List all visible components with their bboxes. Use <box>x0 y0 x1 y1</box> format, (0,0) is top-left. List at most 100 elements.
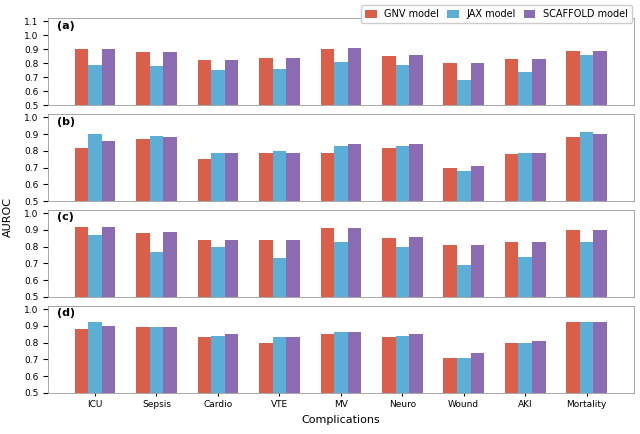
Bar <box>286 240 300 381</box>
Bar <box>518 257 532 381</box>
Bar <box>286 338 300 434</box>
Bar <box>409 334 422 434</box>
Bar <box>259 153 273 285</box>
Bar <box>518 72 532 176</box>
Bar <box>136 327 150 434</box>
Bar <box>396 336 409 434</box>
Bar <box>348 332 361 434</box>
Bar <box>150 252 163 381</box>
Bar <box>259 342 273 434</box>
Bar <box>348 48 361 176</box>
Bar <box>163 52 177 176</box>
Bar <box>457 358 470 434</box>
Bar <box>518 342 532 434</box>
Bar <box>580 132 593 285</box>
Bar <box>150 136 163 285</box>
Bar <box>286 153 300 285</box>
Bar <box>532 341 545 434</box>
Bar <box>580 242 593 381</box>
Bar <box>457 80 470 176</box>
Bar <box>457 265 470 381</box>
Bar <box>225 60 238 176</box>
Bar <box>211 153 225 285</box>
Bar <box>444 245 457 381</box>
Bar <box>505 59 518 176</box>
Text: (d): (d) <box>57 308 75 318</box>
Bar <box>566 138 580 285</box>
Bar <box>348 228 361 381</box>
Bar <box>211 70 225 176</box>
Bar <box>334 332 348 434</box>
Bar <box>225 240 238 381</box>
Bar <box>88 235 102 381</box>
Bar <box>382 56 396 176</box>
Bar <box>259 240 273 381</box>
Bar <box>198 159 211 285</box>
Bar <box>225 153 238 285</box>
Bar <box>163 138 177 285</box>
Bar <box>382 148 396 285</box>
Bar <box>286 58 300 176</box>
Bar <box>150 66 163 176</box>
Bar <box>102 141 115 285</box>
Bar <box>348 144 361 285</box>
Bar <box>163 232 177 381</box>
Bar <box>321 49 334 176</box>
Legend: GNV model, JAX model, SCAFFOLD model: GNV model, JAX model, SCAFFOLD model <box>361 5 632 23</box>
Bar <box>259 58 273 176</box>
Bar <box>409 237 422 381</box>
Bar <box>566 50 580 176</box>
Bar <box>334 146 348 285</box>
Bar <box>136 233 150 381</box>
Text: (b): (b) <box>57 117 75 127</box>
Bar <box>273 69 286 176</box>
Bar <box>334 62 348 176</box>
Bar <box>382 238 396 381</box>
Bar <box>102 227 115 381</box>
Bar <box>198 338 211 434</box>
Bar <box>444 63 457 176</box>
Bar <box>88 134 102 285</box>
Bar <box>532 59 545 176</box>
Bar <box>273 151 286 285</box>
Bar <box>593 134 607 285</box>
Bar <box>136 52 150 176</box>
Bar <box>211 247 225 381</box>
Bar <box>593 50 607 176</box>
Bar <box>75 329 88 434</box>
Bar <box>470 63 484 176</box>
Bar <box>321 334 334 434</box>
Bar <box>75 227 88 381</box>
Bar <box>273 338 286 434</box>
Bar <box>470 352 484 434</box>
Bar <box>382 338 396 434</box>
Bar <box>211 336 225 434</box>
Bar <box>470 245 484 381</box>
Bar <box>444 358 457 434</box>
Bar <box>505 242 518 381</box>
Bar <box>396 247 409 381</box>
Bar <box>88 65 102 176</box>
Bar <box>396 65 409 176</box>
Bar <box>273 258 286 381</box>
Bar <box>75 49 88 176</box>
Bar <box>88 322 102 434</box>
Bar <box>198 60 211 176</box>
Bar <box>505 154 518 285</box>
Bar <box>396 146 409 285</box>
Text: (c): (c) <box>57 213 74 223</box>
Text: (a): (a) <box>57 21 74 31</box>
Bar <box>334 242 348 381</box>
Bar <box>75 148 88 285</box>
Bar <box>198 240 211 381</box>
Bar <box>566 230 580 381</box>
Bar <box>163 327 177 434</box>
Bar <box>532 153 545 285</box>
Bar <box>321 228 334 381</box>
Bar <box>136 139 150 285</box>
Bar <box>457 171 470 285</box>
Bar <box>470 166 484 285</box>
Bar <box>225 334 238 434</box>
Text: AUROC: AUROC <box>3 197 13 237</box>
Bar <box>593 230 607 381</box>
